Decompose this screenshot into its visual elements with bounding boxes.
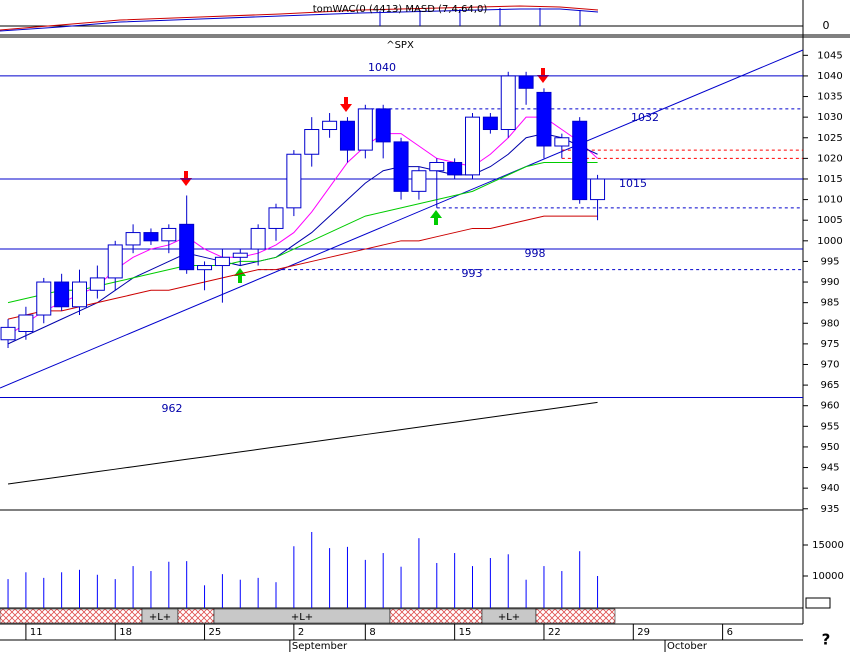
y-tick-label: 990 (820, 277, 839, 288)
candle-body (179, 223, 195, 271)
y-tick-label: 1000 (817, 236, 842, 247)
y-tick-label: 935 (820, 504, 839, 515)
indicator (0, 5, 803, 32)
month-label: October (667, 641, 708, 652)
candle-body (197, 265, 213, 271)
moving-average (7, 133, 598, 345)
candle-body (393, 141, 409, 192)
y-tick-label: 985 (820, 298, 839, 309)
moving-average (7, 215, 598, 320)
candle-body (447, 161, 463, 176)
indicator-label: tomWAC(0 (4413) MASD (7,4,64,0) (313, 4, 488, 15)
candle-body (161, 227, 177, 242)
candle-body (322, 120, 338, 131)
moving-average (7, 401, 598, 485)
candle-body (500, 75, 516, 131)
x-tick-label: 22 (548, 627, 561, 638)
candle-body (339, 120, 355, 151)
y-tick-label: 975 (820, 339, 839, 350)
level-label: 998 (525, 247, 546, 260)
trend-line (0, 49, 804, 389)
candle-body (572, 120, 588, 201)
indicator-tick-label: 0 (823, 19, 830, 32)
candle-body (357, 108, 373, 151)
candle-body (250, 227, 266, 250)
y-tick-label: 945 (820, 463, 839, 474)
candle-body (518, 75, 534, 89)
y-tick-label: 950 (820, 442, 839, 453)
signal-strip (0, 608, 616, 624)
x-tick-label: 8 (369, 627, 375, 638)
candle-body (429, 161, 445, 172)
candle-body (54, 281, 70, 308)
candle-body (143, 232, 159, 242)
candle-body (554, 137, 570, 147)
x-tick-label: 25 (209, 627, 222, 638)
x-tick-label: 18 (119, 627, 132, 638)
x-tick-label: 15 (459, 627, 472, 638)
month-label: September (292, 641, 348, 652)
level-label: 962 (162, 402, 183, 415)
y-tick-label: 1045 (817, 50, 842, 61)
y-tick-label: 1025 (817, 133, 842, 144)
x-tick-label: 6 (727, 627, 733, 638)
y-tick-label: 1020 (817, 153, 842, 164)
y-tick-label: 970 (820, 359, 839, 370)
y-tick-label: 1010 (817, 195, 842, 206)
candle-body (590, 178, 606, 201)
y-tick-label: 960 (820, 401, 839, 412)
y-tick-label: 940 (820, 483, 839, 494)
candle-body (125, 232, 141, 246)
volume-tick-label: 15000 (812, 540, 844, 551)
help-icon[interactable]: ? (822, 631, 831, 649)
level-label: 993 (462, 267, 483, 280)
candle-body (18, 314, 34, 333)
candle-body (375, 108, 391, 143)
x-tick-label: 29 (637, 627, 650, 638)
y-tick-label: 1030 (817, 112, 842, 123)
level-label: 1032 (631, 111, 659, 124)
candle-body (482, 116, 498, 131)
candle-body (411, 170, 427, 192)
y-tick-label: 995 (820, 256, 839, 267)
moving-average (7, 116, 598, 337)
y-tick-label: 1035 (817, 92, 842, 103)
y-tick-label: 1040 (817, 71, 842, 82)
x-tick-label: 11 (30, 627, 43, 638)
x-tick-label: 2 (298, 627, 304, 638)
strip-label: +L+ (149, 612, 171, 623)
candle-body (107, 244, 123, 279)
candle-body (286, 153, 302, 209)
y-tick-label: 980 (820, 318, 839, 329)
candle-body (304, 129, 320, 155)
candle-body (536, 91, 552, 147)
candle-body (268, 207, 284, 229)
candle-body (232, 252, 248, 258)
candle-body (465, 116, 481, 176)
candle-body (71, 281, 87, 308)
candle-body (0, 326, 16, 341)
volume-tick-label: 10000 (812, 571, 844, 582)
candle-body (36, 281, 52, 316)
level-label: 1040 (368, 61, 396, 74)
strip-label: +L+ (498, 612, 520, 623)
chart-title: ^SPX (386, 40, 414, 51)
y-tick-label: 955 (820, 421, 839, 432)
signal-arrows (180, 68, 549, 283)
candle-body (214, 256, 230, 267)
y-tick-label: 965 (820, 380, 839, 391)
y-tick-label: 1015 (817, 174, 842, 185)
strip-label: +L+ (291, 612, 313, 623)
moving-average (7, 161, 598, 304)
y-tick-label: 1005 (817, 215, 842, 226)
level-label: 1015 (619, 177, 647, 190)
candle-body (89, 277, 105, 291)
